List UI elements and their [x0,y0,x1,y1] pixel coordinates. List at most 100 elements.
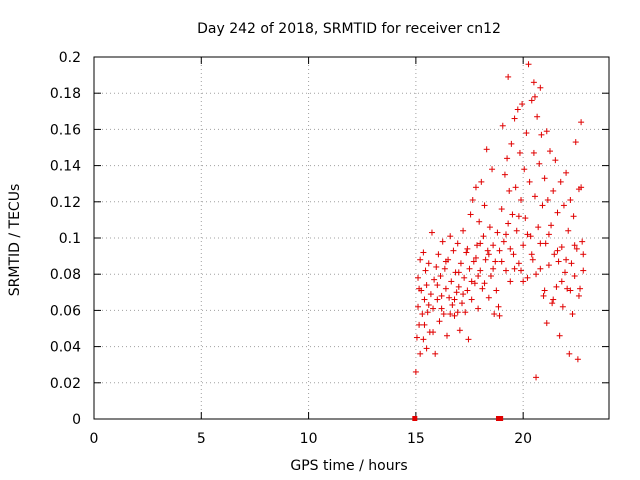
data-point [543,128,550,135]
data-point [416,285,423,292]
data-point [427,291,434,298]
data-point [526,178,533,185]
data-point [546,148,553,155]
data-point [507,245,514,252]
data-point [490,265,497,272]
y-tick-label: 0.04 [50,340,81,356]
data-point [477,240,484,247]
y-tick-label: 0 [72,412,81,428]
data-point [543,320,550,327]
data-point [528,251,535,258]
data-point [505,73,512,80]
data-point [485,294,492,301]
data-point [469,196,476,203]
data-point [550,187,557,194]
data-point [481,202,488,209]
data-point [524,274,531,281]
data-point [431,276,438,283]
data-point [472,254,479,261]
data-point [463,249,470,256]
data-point [544,196,551,203]
data-point [537,265,544,272]
data-point [443,332,450,339]
data-point [440,311,447,318]
data-point [534,113,541,120]
data-point [557,178,564,185]
data-point [533,271,540,278]
data-point [476,218,483,225]
data-point [430,329,437,336]
data-point [518,267,525,274]
data-point [421,321,428,328]
x-tick-label: 0 [90,431,99,447]
data-point [455,283,462,290]
data-point [434,296,441,303]
data-point [454,240,461,247]
x-tick-label: 5 [197,431,206,447]
data-point [498,258,505,265]
data-point [545,231,552,238]
data-point [578,119,585,126]
y-tick-label: 0.14 [50,159,81,175]
x-tick-label: 20 [514,431,532,447]
data-point [520,242,527,249]
data-point [531,93,538,100]
data-point [467,211,474,218]
data-point [558,244,565,251]
data-point [455,269,462,276]
data-point [501,171,508,178]
data-point [432,350,439,357]
data-point [454,309,461,316]
data-point [503,231,509,238]
data-point [572,139,579,146]
data-point [441,265,448,272]
data-point [578,184,585,191]
data-point [552,157,559,164]
data-point [470,258,477,265]
x-axis-label: GPS time / hours [290,458,407,474]
data-point [494,229,501,236]
data-point [466,265,473,272]
plot-frame [93,56,610,420]
data-point [506,187,513,194]
y-tick-label: 0.2 [59,50,81,66]
data-point [481,280,488,287]
data-point [542,240,549,247]
data-point [495,303,502,310]
data-point [442,285,449,292]
data-point [570,213,577,220]
data-point [550,296,557,303]
data-point [449,301,456,308]
data-point [569,311,576,318]
data-point [422,267,429,274]
data-point [499,122,506,129]
data-point [491,311,498,318]
data-point [486,224,493,231]
data-point [523,130,530,137]
data-point [514,106,521,113]
data-point [489,166,496,173]
data-point [451,312,458,319]
data-point [559,303,566,310]
data-point [567,287,574,294]
data-point [434,282,441,289]
data-point [551,251,558,258]
data-point [420,336,427,343]
data-point [421,296,428,303]
data-point [430,305,437,312]
data-point [505,220,512,227]
data-point [419,311,426,318]
zero-data-point [498,416,504,421]
data-point [537,240,544,247]
data-point [530,149,537,156]
data-point [492,258,499,265]
data-point [457,260,464,267]
data-point [433,263,440,270]
data-point [453,289,460,296]
data-point [413,334,420,341]
data-point [521,166,528,173]
data-point [574,356,581,363]
data-point [515,260,522,267]
data-point [485,251,492,258]
data-point [520,278,527,285]
